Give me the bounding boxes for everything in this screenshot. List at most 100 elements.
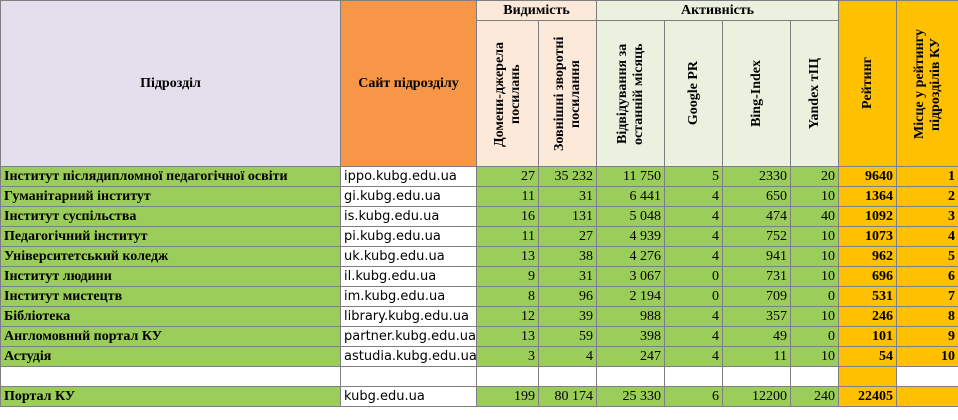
- cell-backlinks: 38: [537, 246, 598, 267]
- cell-domains: 8: [476, 286, 539, 307]
- table-row: Астудія astudia.kubg.edu.ua 3 4 247 4 11…: [0, 346, 958, 367]
- cell-site: is.kubg.edu.ua: [340, 206, 477, 227]
- cell-rating: 962: [838, 246, 898, 267]
- cell-bing: 650: [722, 186, 792, 207]
- cell-rating: 246: [838, 306, 898, 327]
- cell-tic: 10: [790, 246, 840, 267]
- cell-bing: 474: [722, 206, 792, 227]
- table-row: Інститут післядипломної педагогічної осв…: [0, 166, 958, 187]
- header-google-pr: Google PR: [664, 20, 724, 167]
- cell-backlinks: 80 174: [537, 386, 598, 407]
- cell-rating: 1092: [838, 206, 898, 227]
- cell-backlinks: 35 232: [537, 166, 598, 187]
- empty-cell: [0, 366, 341, 387]
- portal-row: Портал КУ kubg.edu.ua 199 80 174 25 330 …: [0, 386, 958, 407]
- cell-backlinks: 131: [537, 206, 598, 227]
- cell-name: Гуманітарний інститут: [0, 186, 341, 207]
- cell-site: ippo.kubg.edu.ua: [340, 166, 477, 187]
- cell-visits: 11 750: [596, 166, 666, 187]
- header-yandex-tic: Yandex тІЦ: [790, 20, 840, 167]
- cell-backlinks: 31: [537, 186, 598, 207]
- cell-place: 7: [896, 286, 958, 307]
- cell-rating: 1073: [838, 226, 898, 247]
- cell-name: Інститут післядипломної педагогічної осв…: [0, 166, 341, 187]
- header-activity: Активність: [596, 0, 840, 21]
- cell-domains: 16: [476, 206, 539, 227]
- header-backlinks: Зовнішні зворотні посилання: [537, 20, 598, 167]
- cell-tic: 0: [790, 326, 840, 347]
- cell-visits: 4 939: [596, 226, 666, 247]
- cell-name: Астудія: [0, 346, 341, 367]
- cell-bing: 12200: [722, 386, 792, 407]
- cell-pr: 4: [664, 326, 724, 347]
- cell-visits: 3 067: [596, 266, 666, 287]
- cell-place: 10: [896, 346, 958, 367]
- cell-rating: 101: [838, 326, 898, 347]
- empty-cell: [664, 366, 724, 387]
- empty-cell: [596, 366, 666, 387]
- header-domains: Домени-джерела посилань: [476, 20, 539, 167]
- empty-cell: [838, 366, 898, 387]
- cell-bing: 2330: [722, 166, 792, 187]
- cell-name: Портал КУ: [0, 386, 341, 407]
- cell-place: 5: [896, 246, 958, 267]
- cell-place: 3: [896, 206, 958, 227]
- cell-rating: 9640: [838, 166, 898, 187]
- cell-visits: 4 276: [596, 246, 666, 267]
- cell-pr: 0: [664, 286, 724, 307]
- cell-site: kubg.edu.ua: [340, 386, 477, 407]
- cell-place: 8: [896, 306, 958, 327]
- table-row: Університетський коледж uk.kubg.edu.ua 1…: [0, 246, 958, 267]
- cell-name: Інститут суспільства: [0, 206, 341, 227]
- cell-site: gi.kubg.edu.ua: [340, 186, 477, 207]
- cell-domains: 3: [476, 346, 539, 367]
- cell-tic: 40: [790, 206, 840, 227]
- spacer-row: [0, 366, 958, 387]
- cell-rating: 22405: [838, 386, 898, 407]
- cell-backlinks: 31: [537, 266, 598, 287]
- cell-visits: 2 194: [596, 286, 666, 307]
- cell-domains: 199: [476, 386, 539, 407]
- cell-site: partner.kubg.edu.ua: [340, 326, 477, 347]
- header-bing-index: Bing-Index: [722, 20, 792, 167]
- cell-backlinks: 27: [537, 226, 598, 247]
- cell-rating: 696: [838, 266, 898, 287]
- cell-site: im.kubg.edu.ua: [340, 286, 477, 307]
- cell-domains: 13: [476, 326, 539, 347]
- cell-place: 6: [896, 266, 958, 287]
- table-row: Інститут людини il.kubg.edu.ua 9 31 3 06…: [0, 266, 958, 287]
- empty-cell: [896, 366, 958, 387]
- cell-bing: 709: [722, 286, 792, 307]
- cell-tic: 10: [790, 226, 840, 247]
- cell-place: 1: [896, 166, 958, 187]
- cell-tic: 10: [790, 306, 840, 327]
- table-row: Інститут суспільства is.kubg.edu.ua 16 1…: [0, 206, 958, 227]
- cell-bing: 941: [722, 246, 792, 267]
- cell-backlinks: 4: [537, 346, 598, 367]
- header-site: Сайт підрозділу: [340, 0, 477, 167]
- cell-backlinks: 59: [537, 326, 598, 347]
- empty-cell: [537, 366, 598, 387]
- cell-site: il.kubg.edu.ua: [340, 266, 477, 287]
- cell-domains: 9: [476, 266, 539, 287]
- empty-cell: [476, 366, 539, 387]
- cell-name: Англомовний портал КУ: [0, 326, 341, 347]
- cell-tic: 20: [790, 166, 840, 187]
- cell-rating: 1364: [838, 186, 898, 207]
- cell-rating: 54: [838, 346, 898, 367]
- table-row: Бібліотека library.kubg.edu.ua 12 39 988…: [0, 306, 958, 327]
- table-row: Інститут мистецтв im.kubg.edu.ua 8 96 2 …: [0, 286, 958, 307]
- cell-place: 4: [896, 226, 958, 247]
- cell-bing: 11: [722, 346, 792, 367]
- cell-name: Університетський коледж: [0, 246, 341, 267]
- cell-visits: 398: [596, 326, 666, 347]
- cell-domains: 12: [476, 306, 539, 327]
- ranking-table: Підрозділ Сайт підрозділу Видимість Акти…: [0, 0, 958, 407]
- cell-site: astudia.kubg.edu.ua: [340, 346, 477, 367]
- table-row: Педагогічний інститут pi.kubg.edu.ua 11 …: [0, 226, 958, 247]
- cell-tic: 10: [790, 346, 840, 367]
- cell-bing: 357: [722, 306, 792, 327]
- cell-place: [896, 386, 958, 407]
- cell-site: uk.kubg.edu.ua: [340, 246, 477, 267]
- cell-name: Бібліотека: [0, 306, 341, 327]
